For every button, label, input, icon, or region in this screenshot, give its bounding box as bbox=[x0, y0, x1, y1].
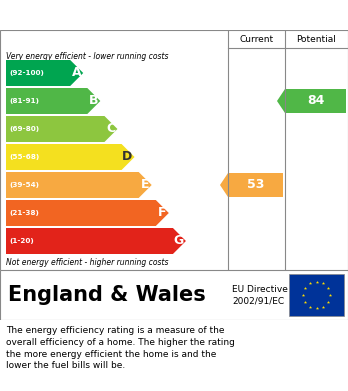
Text: Very energy efficient - lower running costs: Very energy efficient - lower running co… bbox=[6, 52, 168, 61]
Polygon shape bbox=[6, 60, 83, 86]
Text: C: C bbox=[106, 122, 116, 136]
Text: England & Wales: England & Wales bbox=[8, 285, 206, 305]
Text: F: F bbox=[158, 206, 167, 219]
Text: E: E bbox=[141, 179, 150, 192]
Text: (55-68): (55-68) bbox=[9, 154, 39, 160]
Polygon shape bbox=[277, 89, 346, 113]
Text: (69-80): (69-80) bbox=[9, 126, 39, 132]
Text: Current: Current bbox=[239, 34, 274, 43]
Polygon shape bbox=[6, 144, 135, 170]
Polygon shape bbox=[6, 172, 152, 198]
Text: Not energy efficient - higher running costs: Not energy efficient - higher running co… bbox=[6, 258, 168, 267]
Text: (81-91): (81-91) bbox=[9, 98, 39, 104]
Polygon shape bbox=[6, 88, 100, 114]
Text: 84: 84 bbox=[307, 95, 324, 108]
Text: A: A bbox=[72, 66, 81, 79]
Text: (92-100): (92-100) bbox=[9, 70, 44, 76]
Polygon shape bbox=[6, 200, 169, 226]
Polygon shape bbox=[6, 116, 117, 142]
Text: (21-38): (21-38) bbox=[9, 210, 39, 216]
Text: G: G bbox=[174, 235, 184, 248]
Polygon shape bbox=[220, 173, 283, 197]
Text: Potential: Potential bbox=[296, 34, 337, 43]
Text: 2002/91/EC: 2002/91/EC bbox=[232, 296, 284, 305]
Bar bbox=[289, 274, 344, 316]
Text: D: D bbox=[122, 151, 133, 163]
Polygon shape bbox=[6, 228, 186, 254]
Text: (1-20): (1-20) bbox=[9, 238, 34, 244]
Text: (39-54): (39-54) bbox=[9, 182, 39, 188]
Text: Energy Efficiency Rating: Energy Efficiency Rating bbox=[8, 7, 218, 23]
Text: B: B bbox=[89, 95, 98, 108]
Text: The energy efficiency rating is a measure of the
overall efficiency of a home. T: The energy efficiency rating is a measur… bbox=[6, 326, 235, 370]
Text: EU Directive: EU Directive bbox=[232, 285, 288, 294]
Text: 53: 53 bbox=[247, 179, 264, 192]
